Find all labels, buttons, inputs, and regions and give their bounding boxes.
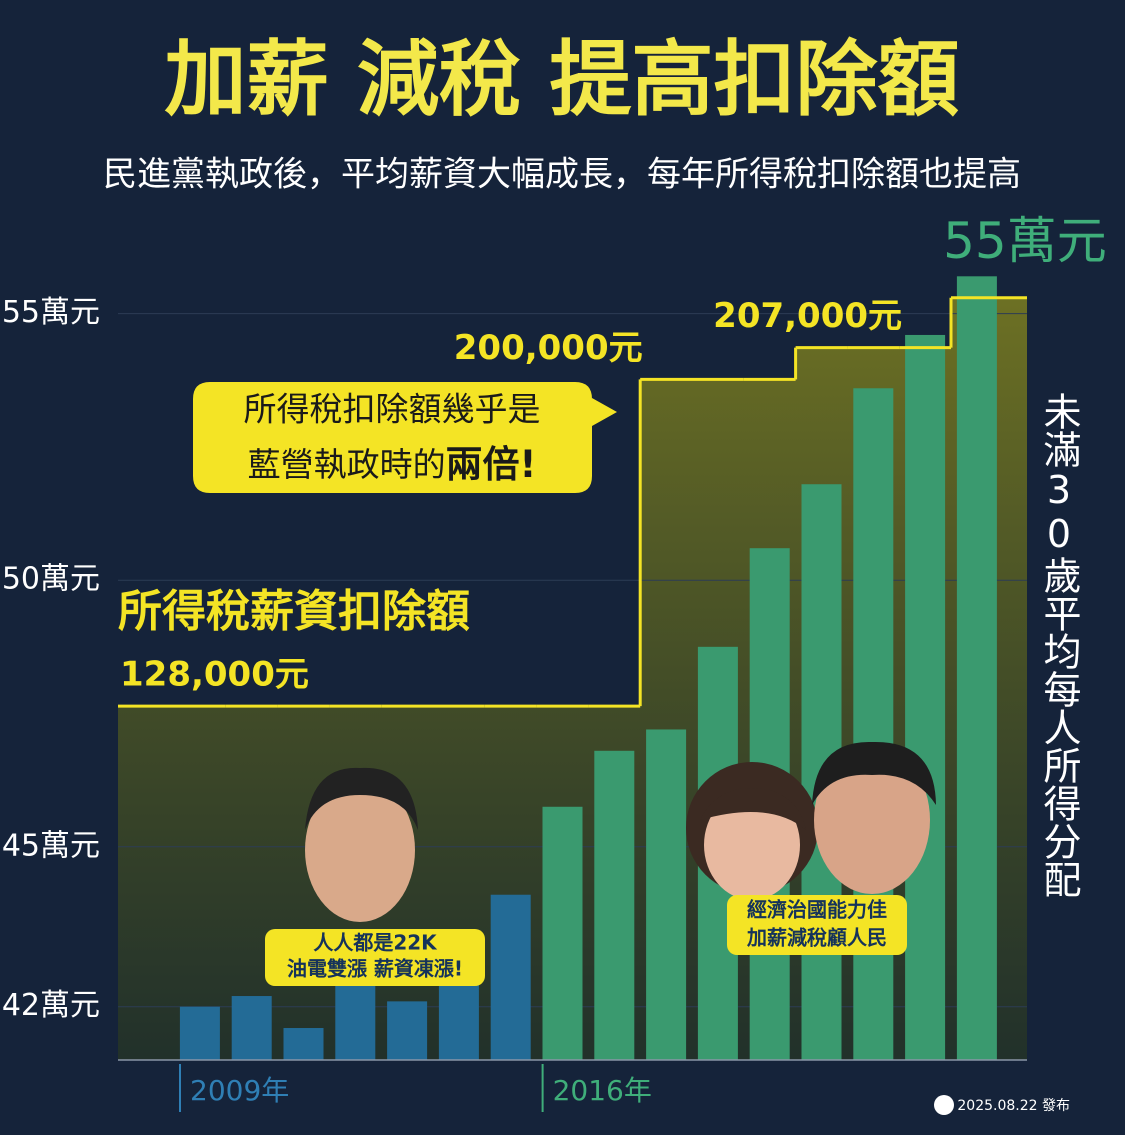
bar xyxy=(646,729,687,1060)
chart-title: 加薪 減稅 提高扣除額 xyxy=(164,32,959,127)
portrait xyxy=(812,741,936,894)
step-label: 207,000元 xyxy=(713,296,902,336)
quote-text: 油電雙漲 薪資凍漲! xyxy=(287,957,463,981)
bar xyxy=(956,276,997,1060)
logo xyxy=(934,1095,954,1115)
bar xyxy=(594,750,635,1060)
footer: 2025.08.22 發布 xyxy=(957,1098,1070,1114)
bar xyxy=(231,996,272,1060)
callout-text: 藍營執政時的 xyxy=(248,445,446,484)
portrait xyxy=(305,767,418,922)
callout-text: 所得稅扣除額幾乎是 xyxy=(244,390,541,429)
quote-text: 人人都是22K xyxy=(313,931,438,955)
bar xyxy=(905,334,946,1060)
bar xyxy=(542,806,583,1060)
quote-box: 人人都是22K 油電雙漲 薪資凍漲! xyxy=(265,929,485,986)
y-tick-label: 50萬元 xyxy=(2,562,100,597)
bar xyxy=(179,1006,220,1060)
bar xyxy=(490,894,531,1060)
series-label: 未滿30歲平均每人所得分配 xyxy=(1037,392,1081,898)
bar-label: 55萬元 xyxy=(943,212,1107,270)
series-label: 所得稅薪資扣除額 xyxy=(118,586,470,637)
x-tick-label: 2009年 xyxy=(190,1074,289,1107)
chart-subtitle: 民進黨執政後，平均薪資大幅成長，每年所得稅扣除額也提高 xyxy=(103,155,1021,195)
y-tick-label: 55萬元 xyxy=(2,295,100,330)
callout: 所得稅扣除額幾乎是 藍營執政時的兩倍! xyxy=(193,382,617,493)
quote-text: 加薪減稅顧人民 xyxy=(746,926,887,950)
portrait xyxy=(686,762,818,900)
callout-text: 藍營執政時的兩倍! xyxy=(248,443,537,486)
quote-text: 經濟治國能力佳 xyxy=(747,898,887,922)
y-tick-label: 45萬元 xyxy=(2,828,100,863)
bar xyxy=(283,1028,324,1060)
quote-box: 經濟治國能力佳 加薪減稅顧人民 xyxy=(727,895,907,955)
bar xyxy=(387,1001,428,1060)
y-tick-label: 42萬元 xyxy=(2,988,100,1023)
callout-emphasis: 兩倍! xyxy=(446,443,537,486)
step-label: 128,000元 xyxy=(120,655,309,695)
x-tick-label: 2016年 xyxy=(553,1074,652,1107)
step-label: 200,000元 xyxy=(454,328,643,368)
bar xyxy=(853,388,894,1060)
